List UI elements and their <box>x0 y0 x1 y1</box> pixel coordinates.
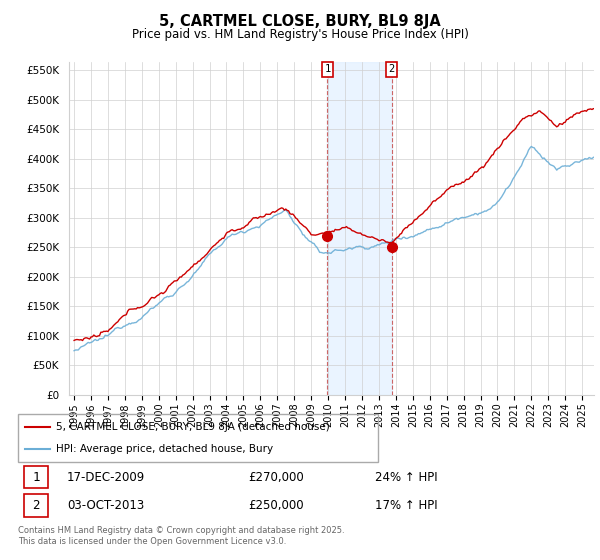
Bar <box>24 494 48 516</box>
Text: 17% ↑ HPI: 17% ↑ HPI <box>375 499 438 512</box>
Text: Contains HM Land Registry data © Crown copyright and database right 2025.
This d: Contains HM Land Registry data © Crown c… <box>18 526 344 546</box>
Text: 5, CARTMEL CLOSE, BURY, BL9 8JA: 5, CARTMEL CLOSE, BURY, BL9 8JA <box>159 14 441 29</box>
Text: 2: 2 <box>32 499 40 512</box>
Text: £270,000: £270,000 <box>248 470 304 484</box>
Text: 1: 1 <box>32 470 40 484</box>
Text: 03-OCT-2013: 03-OCT-2013 <box>67 499 144 512</box>
Text: 1: 1 <box>325 64 331 74</box>
Text: 5, CARTMEL CLOSE, BURY, BL9 8JA (detached house): 5, CARTMEL CLOSE, BURY, BL9 8JA (detache… <box>56 422 329 432</box>
Text: 2: 2 <box>388 64 395 74</box>
Text: £250,000: £250,000 <box>248 499 304 512</box>
Text: HPI: Average price, detached house, Bury: HPI: Average price, detached house, Bury <box>56 444 273 454</box>
Text: 24% ↑ HPI: 24% ↑ HPI <box>375 470 438 484</box>
Text: 17-DEC-2009: 17-DEC-2009 <box>67 470 145 484</box>
Bar <box>24 466 48 488</box>
Text: Price paid vs. HM Land Registry's House Price Index (HPI): Price paid vs. HM Land Registry's House … <box>131 28 469 41</box>
Bar <box>328 62 392 395</box>
